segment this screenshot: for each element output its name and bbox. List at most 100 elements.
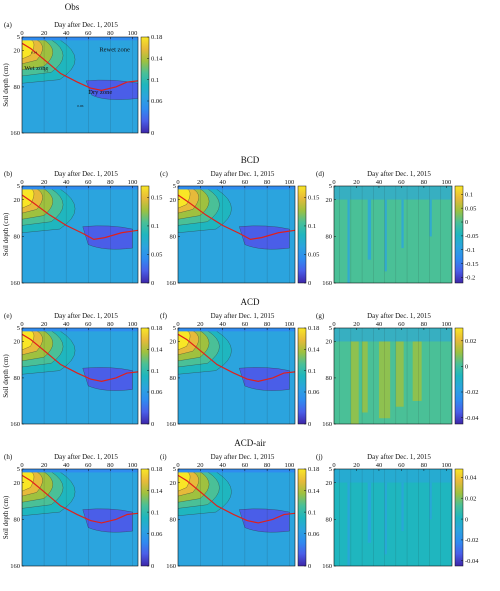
- y-tick-label: 20: [14, 480, 21, 487]
- colorbar-tick-label: -0.2: [465, 275, 475, 282]
- x-tick-label: 100: [128, 30, 138, 37]
- plot-area: 0.14 0.1 0.06: [22, 37, 138, 133]
- plot-area: [334, 186, 452, 283]
- colorbar-tick-label: -0.04: [465, 415, 479, 422]
- colorbar-tick-label: 0.1: [465, 192, 473, 199]
- x-tick-label: 80: [107, 179, 114, 186]
- panel-b: 0 20 40 60 80 100 5 20 80 160 Day after Dec. 1, 20…: [2, 170, 162, 287]
- plot-area: [334, 328, 452, 424]
- colorbar-tick-label: 0: [465, 219, 468, 226]
- x-tick-label: 40: [219, 179, 226, 186]
- panel-e: 0 20 40 60 80 100 5 20 80 160 Day after Dec. 1, 20…: [2, 312, 163, 428]
- plot-frame: [177, 468, 296, 567]
- x-tick-label: 20: [41, 30, 48, 37]
- x-tick-label: 0: [20, 321, 23, 328]
- colorbar: [454, 185, 464, 284]
- x-axis-title: Day after Dec. 1, 2015: [367, 170, 431, 178]
- diff-streak: [367, 199, 372, 260]
- y-tick-label: 5: [173, 466, 176, 473]
- y-tick-label: 20: [14, 197, 21, 204]
- y-tick-label: 5: [329, 325, 332, 332]
- x-tick-label: 60: [242, 321, 249, 328]
- y-tick-label: 20: [170, 197, 177, 204]
- x-axis-title: Day after Dec. 1, 2015: [54, 170, 118, 178]
- diff-streak: [395, 341, 404, 407]
- plot-area: [22, 186, 138, 283]
- x-tick-label: 20: [353, 179, 360, 186]
- y-axis-title: Soil depth (cm): [2, 354, 10, 398]
- y-tick-label: 20: [170, 339, 177, 346]
- y-tick-label: 80: [326, 375, 333, 382]
- colorbar-tick-label: 0: [308, 563, 311, 570]
- x-axis-title: Day after Dec. 1, 2015: [54, 312, 118, 320]
- x-axis-title: Day after Dec. 1, 2015: [367, 453, 431, 461]
- x-tick-label: 60: [85, 462, 92, 469]
- y-tick-label: 20: [326, 480, 333, 487]
- diff-base: [334, 469, 452, 566]
- colorbar-tick-label: -0.1: [465, 247, 475, 254]
- colorbar-tick-label: 0: [151, 280, 154, 287]
- x-tick-label: 60: [85, 179, 92, 186]
- y-axis-title: Soil depth (cm): [2, 212, 10, 256]
- y-tick-label: 5: [173, 183, 176, 190]
- x-tick-label: 20: [353, 462, 360, 469]
- x-tick-label: 60: [242, 179, 249, 186]
- panels-group: 0.14 0.1 0.06 0 20 40 60 80 100 5 20 80 160 Day after…: [2, 21, 479, 570]
- colorbar-tick-label: 0.02: [465, 495, 476, 502]
- plot-frame: [333, 185, 453, 284]
- y-tick-label: 5: [17, 325, 20, 332]
- colorbar-tick-label: 0.1: [151, 509, 159, 516]
- surface-strip: [178, 186, 295, 190]
- surface-strip: [22, 186, 138, 190]
- colorbar-tick-label: 0: [308, 280, 311, 287]
- colorbar-tick-label: 0.06: [151, 389, 163, 396]
- x-tick-label: 20: [41, 179, 48, 186]
- wetting-front-line: [22, 333, 138, 382]
- x-tick-label: 80: [264, 179, 271, 186]
- colorbar-tick-label: -0.02: [465, 389, 479, 396]
- wetting-front-line: [22, 194, 138, 240]
- diff-streak: [362, 341, 368, 413]
- y-tick-label: 80: [326, 517, 333, 524]
- y-tick-label: 160: [166, 421, 176, 428]
- plot-area: [178, 328, 295, 424]
- y-tick-label: 80: [170, 517, 177, 524]
- x-tick-label: 100: [285, 321, 295, 328]
- x-tick-label: 20: [197, 462, 204, 469]
- x-tick-label: 100: [442, 462, 452, 469]
- x-tick-label: 80: [107, 321, 114, 328]
- panel-label: (a): [4, 21, 12, 29]
- plot-area: [22, 328, 138, 424]
- colorbar-tick-label: 0.1: [308, 368, 316, 375]
- colorbar-tick-label: 0: [151, 421, 154, 428]
- wetting-front-line: [22, 474, 138, 524]
- colorbar-tick-label: 0.18: [308, 325, 319, 332]
- contour-label: 0.06: [77, 104, 83, 108]
- x-tick-label: 40: [219, 462, 226, 469]
- colorbar-tick-label: 0: [308, 421, 311, 428]
- panel-label: (h): [4, 453, 13, 461]
- y-tick-label: 80: [14, 517, 21, 524]
- panel-a: 0.14 0.1 0.06 0 20 40 60 80 100 5 20 80 160 Day after…: [2, 21, 163, 137]
- colorbar-tick-label: 0.1: [151, 368, 159, 375]
- y-axis-title: Soil depth (cm): [2, 63, 10, 107]
- colorbar-tick-label: 0.14: [151, 347, 163, 354]
- y-tick-label: 20: [170, 480, 177, 487]
- panel-h: 0 20 40 60 80 100 5 20 80 160 Day after Dec. 1, 20…: [2, 453, 163, 570]
- row-title-obs: Obs: [65, 2, 80, 12]
- plot-frame: [21, 36, 139, 134]
- colorbar-tick-label: 0.18: [308, 466, 319, 473]
- colorbar-tick-label: 0.1: [151, 223, 159, 230]
- colorbar-tick-label: 0.1: [308, 509, 316, 516]
- diff-streak: [412, 341, 422, 401]
- x-tick-label: 80: [421, 179, 428, 186]
- y-axis-title: Soil depth (cm): [2, 495, 10, 539]
- y-tick-label: 80: [170, 234, 177, 241]
- colorbar-tick-label: 0.15: [308, 195, 319, 202]
- panel-label: (f): [160, 312, 168, 320]
- y-tick-label: 160: [322, 280, 332, 287]
- surface-strip: [178, 328, 295, 332]
- x-axis-title: Day after Dec. 1, 2015: [54, 21, 118, 29]
- x-tick-label: 100: [285, 179, 295, 186]
